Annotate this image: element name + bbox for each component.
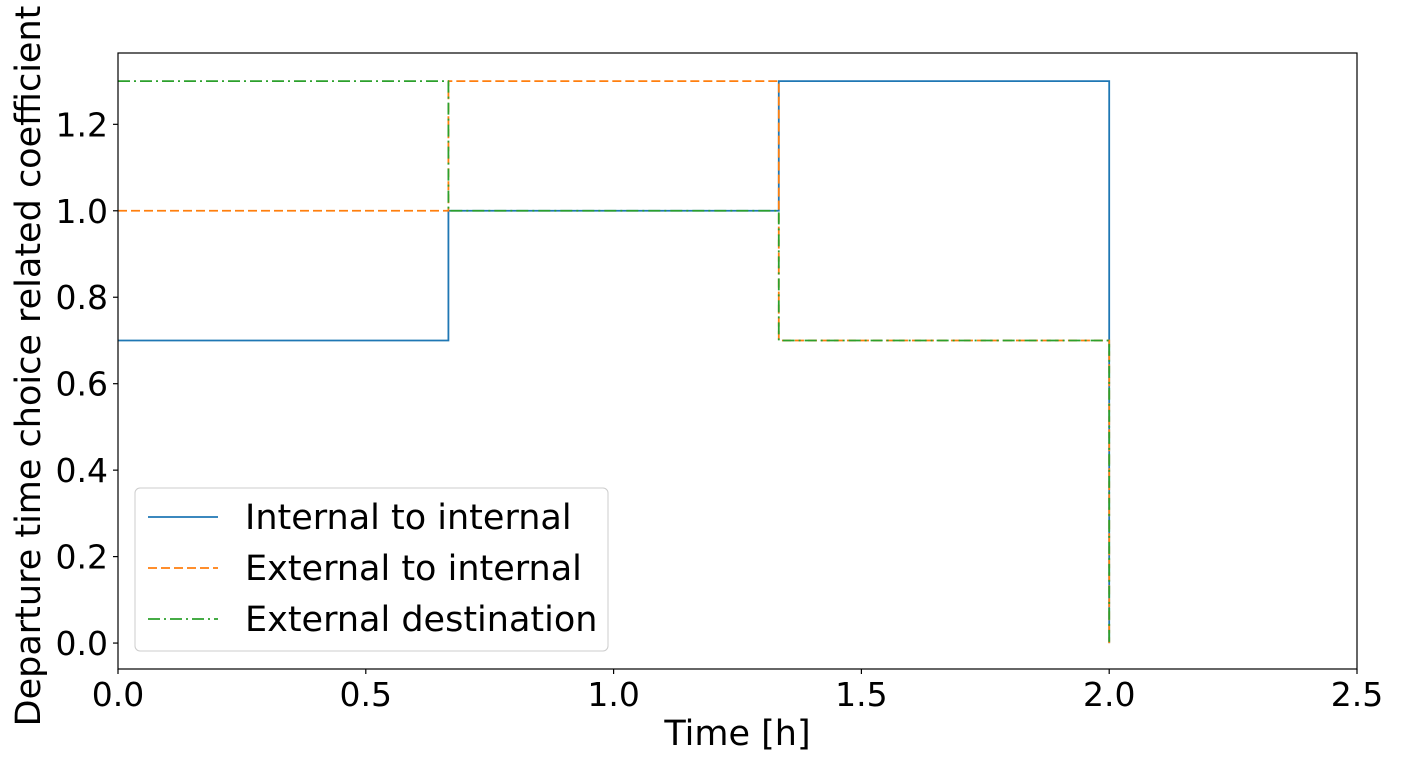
y-axis-label: Departure time choice related coefficien… [9,6,49,727]
plot-frame [117,52,1358,670]
y-tick-label: 0.2 [56,538,108,577]
y-tick-label: 1.0 [56,192,108,231]
series-line-2 [118,80,1111,644]
y-tick-label: 0.0 [56,624,108,663]
y-tick-label: 0.6 [56,365,108,404]
y-tick-label: 0.4 [56,451,108,490]
legend: Internal to internal External to internal… [134,487,609,652]
legend-box [134,487,609,652]
x-tick-label: 1.0 [587,675,639,714]
y-tick-label: 1.2 [56,105,108,144]
legend-label-1: Internal to internal [245,498,572,538]
x-tick-label: 2.0 [1083,675,1135,714]
series-line-3 [118,80,1111,644]
x-tick-label: 2.5 [1331,675,1383,714]
y-tick-label: 0.8 [56,278,108,317]
x-axis: 0.0 0.5 1.0 1.5 2.0 2.5 [92,669,1383,714]
x-tick-label: 0.5 [340,675,392,714]
legend-label-2: External to internal [245,549,582,589]
x-tick-label: 1.5 [835,675,887,714]
y-axis: 0.0 0.2 0.4 0.6 0.8 1.0 1.2 [56,105,118,663]
legend-label-3: External destination [245,600,597,640]
series-line-1 [118,80,1111,644]
series-layer [118,80,1111,644]
x-tick-label: 0.0 [92,675,144,714]
x-axis-label: Time [h] [663,714,810,754]
